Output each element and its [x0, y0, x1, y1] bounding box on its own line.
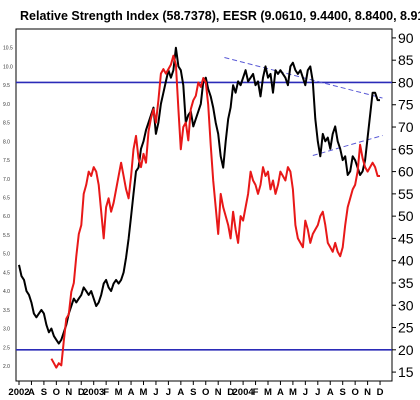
- left-tick-label-10.5: 10.5: [3, 46, 13, 52]
- trend-line-2: [312, 135, 383, 157]
- x-tick-label-2: S: [41, 387, 47, 398]
- x-tick-label-4: N: [65, 387, 72, 398]
- left-axis: 2.0 2.5 3.0 3.5 4.0 4.5 5.0 5.5 6.0 6.5 7.0 7.5 8.0 8…: [3, 46, 13, 370]
- left-tick-label-3.0: 3.0: [3, 327, 10, 333]
- left-tick-label-2.5: 2.5: [3, 345, 10, 351]
- x-tick-label-13: A: [177, 387, 184, 398]
- x-tick-label-15: O: [202, 387, 209, 398]
- left-tick-label-6.5: 6.5: [3, 196, 10, 202]
- left-tick-label-3.5: 3.5: [3, 308, 10, 314]
- series-layer: [18, 46, 380, 369]
- left-tick-label-7.0: 7.0: [3, 177, 10, 183]
- left-tick-label-7.5: 7.5: [3, 158, 10, 164]
- right-tick-label-65: 65: [398, 141, 414, 157]
- right-tick-label-15: 15: [398, 364, 414, 380]
- right-tick-label-80: 80: [398, 74, 414, 90]
- right-tick-label-20: 20: [398, 342, 414, 358]
- x-tick-label-27: O: [351, 387, 358, 398]
- price-series-line: [18, 46, 380, 345]
- left-tick-label-4.5: 4.5: [3, 270, 10, 276]
- right-tick-label-75: 75: [398, 97, 414, 113]
- right-tick-label-70: 70: [398, 119, 414, 135]
- x-tick-label-28: N: [364, 387, 371, 398]
- left-tick-label-8.0: 8.0: [3, 139, 10, 145]
- left-tick-label-5.5: 5.5: [3, 233, 10, 239]
- right-tick-label-60: 60: [398, 164, 414, 180]
- left-tick-label-9.5: 9.5: [3, 83, 10, 89]
- right-tick-label-45: 45: [398, 230, 414, 246]
- right-tick-label-85: 85: [398, 52, 414, 68]
- x-tick-label-20: M: [264, 387, 272, 398]
- x-tick-label-26: S: [340, 387, 346, 398]
- x-tick-label-17: D: [227, 387, 234, 398]
- x-tick-label-18: 2004: [233, 387, 255, 398]
- x-tick-label-3: O: [53, 387, 60, 398]
- right-tick-label-30: 30: [398, 297, 414, 313]
- x-tick-label-19: F: [253, 387, 259, 398]
- right-tick-label-35: 35: [398, 275, 414, 291]
- x-tick-label-23: J: [303, 387, 308, 398]
- x-tick-label-14: S: [190, 387, 196, 398]
- rsi-series-line: [50, 54, 380, 369]
- x-tick-label-7: F: [103, 387, 109, 398]
- x-tick-label-6: 2003: [83, 387, 104, 398]
- x-tick-label-22: M: [289, 387, 297, 398]
- x-tick-label-0: 2002: [8, 387, 29, 398]
- left-tick-label-9.0: 9.0: [3, 102, 10, 108]
- left-tick-label-6.0: 6.0: [3, 214, 10, 220]
- right-axis: 15 20 25 30 35 40 45 50 55 60 65 70 75 80 85 90: [392, 30, 414, 380]
- plot-frame: [15, 28, 393, 382]
- right-tick-label-25: 25: [398, 320, 414, 336]
- x-tick-label-11: J: [153, 387, 158, 398]
- left-tick-label-2.0: 2.0: [3, 364, 10, 370]
- x-tick-label-12: J: [166, 387, 171, 398]
- x-tick-label-8: M: [115, 387, 123, 398]
- left-tick-label-5.0: 5.0: [3, 252, 10, 258]
- x-tick-label-5: D: [78, 387, 85, 398]
- right-tick-label-90: 90: [398, 30, 414, 46]
- x-tick-label-21: A: [277, 387, 284, 398]
- x-tick-label-10: M: [140, 387, 148, 398]
- left-tick-label-10.0: 10.0: [3, 64, 13, 70]
- x-tick-label-25: A: [327, 387, 334, 398]
- chart-title: Relative Strength Index (58.7378), EESR …: [20, 9, 420, 23]
- left-tick-label-8.5: 8.5: [3, 121, 10, 127]
- x-tick-label-29: D: [377, 387, 384, 398]
- right-tick-label-50: 50: [398, 208, 414, 224]
- x-tick-label-9: A: [128, 387, 135, 398]
- x-tick-label-1: A: [28, 387, 35, 398]
- x-tick-label-24: J: [315, 387, 320, 398]
- right-tick-label-55: 55: [398, 186, 414, 202]
- left-tick-label-4.0: 4.0: [3, 289, 10, 295]
- right-tick-label-40: 40: [398, 253, 414, 269]
- x-tick-label-16: N: [215, 387, 222, 398]
